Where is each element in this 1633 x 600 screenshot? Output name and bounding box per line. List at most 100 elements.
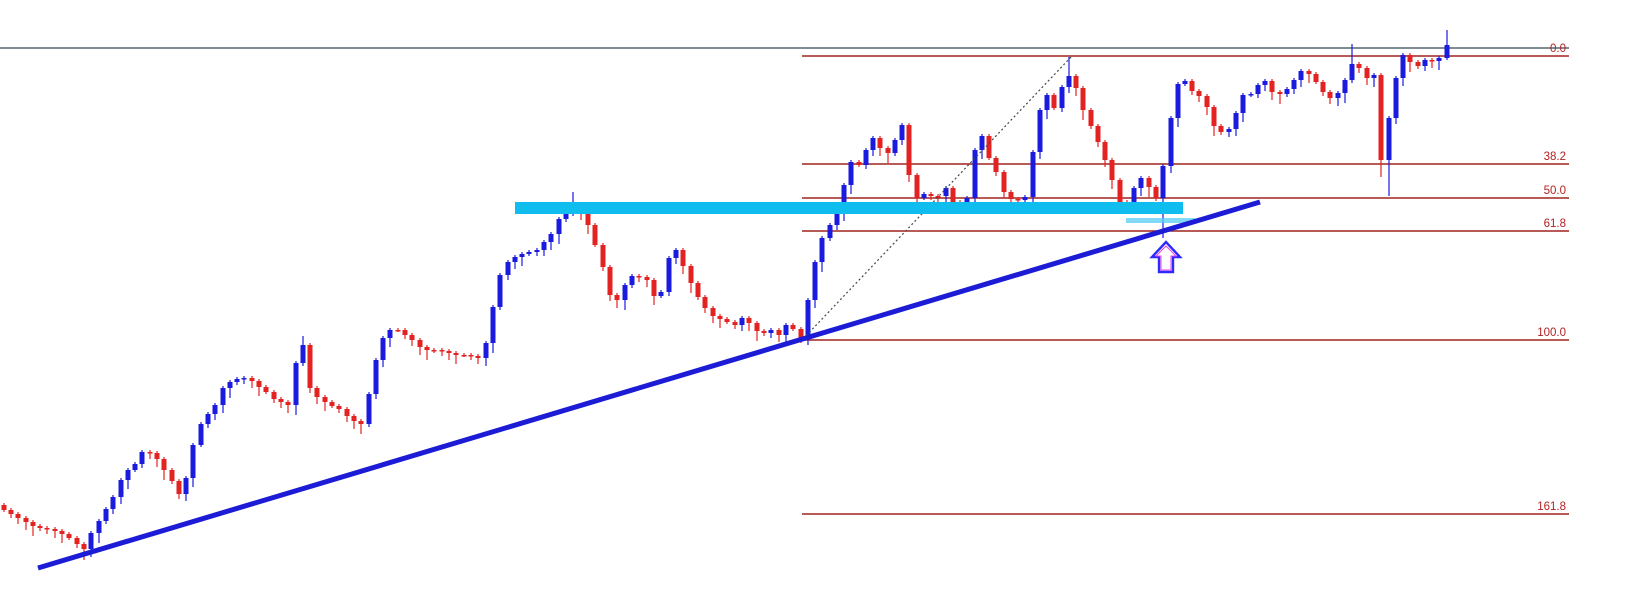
candle-body <box>446 351 452 353</box>
candle-body <box>636 276 642 278</box>
fib-level-label: 61.8 <box>1544 218 1566 230</box>
candle-body <box>863 150 869 165</box>
fib-level-label: 161.8 <box>1537 501 1566 513</box>
candle-body <box>717 316 723 319</box>
candle-body <box>658 292 664 296</box>
candle-body <box>483 343 489 358</box>
candle-body <box>1349 64 1355 80</box>
candle-body <box>556 219 562 234</box>
candle-body <box>15 514 21 518</box>
candle-body <box>439 350 445 352</box>
candle-body <box>950 188 956 202</box>
candle-body <box>1444 45 1450 58</box>
candle-body <box>497 275 503 307</box>
candle-body <box>468 355 474 357</box>
candle-body <box>790 325 796 329</box>
candle-body <box>673 250 679 258</box>
candle-body <box>351 416 357 421</box>
candle-body <box>1204 96 1210 107</box>
candle-body <box>505 262 511 275</box>
candle-body <box>906 125 912 175</box>
candle-body <box>387 330 393 338</box>
candle-body <box>139 452 145 464</box>
candle-body <box>271 392 277 399</box>
candle-body <box>1284 89 1290 94</box>
candle-body <box>424 347 430 350</box>
candle-body <box>1138 178 1144 188</box>
candle-body <box>1393 78 1399 118</box>
candle-body <box>724 319 730 322</box>
candle-body <box>1117 180 1123 202</box>
candle-body <box>841 185 847 214</box>
candle-body <box>1298 71 1304 80</box>
candle-body <box>227 382 233 388</box>
fib-level-label: 50.0 <box>1544 185 1566 197</box>
candle-body <box>1030 152 1036 197</box>
candle-body <box>147 452 153 454</box>
candle-body <box>848 162 854 185</box>
candle-body <box>1102 142 1108 160</box>
candle-body <box>776 330 782 335</box>
candle-body <box>805 300 811 339</box>
candle-body <box>373 360 379 394</box>
candle-body <box>798 329 804 339</box>
candle-body <box>44 528 50 530</box>
candle-body <box>1051 95 1057 108</box>
candle-body <box>103 509 109 521</box>
candle-body <box>592 225 598 245</box>
candle-body <box>710 308 716 316</box>
candle-body <box>52 529 58 531</box>
candle-body <box>1044 95 1050 110</box>
candle-body <box>300 345 306 363</box>
candle-body <box>322 397 328 402</box>
candle-body <box>1291 80 1297 89</box>
candle-body <box>921 194 927 198</box>
candle-body <box>1131 188 1137 205</box>
candle-body <box>1189 81 1195 91</box>
candle-body <box>1277 92 1283 94</box>
candle-body <box>1059 87 1065 108</box>
candle-body <box>986 136 992 158</box>
candle-body <box>761 331 767 333</box>
candle-body <box>402 330 408 335</box>
candle-body <box>972 150 978 198</box>
candle-body <box>827 225 833 238</box>
candle-body <box>935 196 941 198</box>
candle-body <box>1342 80 1348 93</box>
candle-body <box>417 340 423 347</box>
candle-body <box>125 470 131 480</box>
candle-body <box>856 162 862 165</box>
candle-body <box>899 125 905 140</box>
candle-body <box>1262 81 1268 85</box>
candle-body <box>1073 76 1079 88</box>
candle-body <box>154 453 160 459</box>
candle-body <box>1240 95 1246 113</box>
candle-body <box>1386 118 1392 160</box>
candle-body <box>629 276 635 285</box>
candle-body <box>380 338 386 360</box>
candle-body <box>1066 76 1072 87</box>
candle-body <box>256 381 262 387</box>
candle-body <box>768 330 774 333</box>
fib-level-label: 100.0 <box>1537 327 1566 339</box>
candle-body <box>1153 187 1159 198</box>
candle-body <box>74 538 80 544</box>
candle-body <box>1364 68 1370 78</box>
candle-body <box>358 421 364 424</box>
candle-body <box>220 388 226 405</box>
support-highlight-bar <box>515 202 1183 214</box>
up-arrow-annotation-inner-edge <box>1154 245 1178 271</box>
candle-body <box>285 402 291 405</box>
candle-body <box>1371 75 1377 78</box>
candle-body <box>541 242 547 250</box>
candle-body <box>1211 107 1217 126</box>
candle-body <box>754 323 760 331</box>
candle-body <box>263 387 269 392</box>
candle-body <box>1196 91 1202 96</box>
candle-body <box>622 285 628 300</box>
candle-body <box>1008 192 1014 199</box>
candle-body <box>1109 160 1115 180</box>
candle-body <box>409 335 415 340</box>
candle-body <box>1320 82 1326 92</box>
fib-level-label: 38.2 <box>1544 151 1566 163</box>
